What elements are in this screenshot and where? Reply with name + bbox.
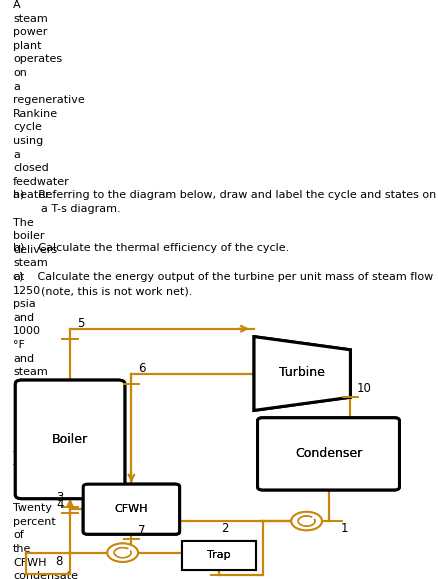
Text: Turbine: Turbine xyxy=(279,366,325,379)
Text: Condenser: Condenser xyxy=(295,448,362,460)
FancyBboxPatch shape xyxy=(182,541,256,570)
Text: Trap: Trap xyxy=(207,550,231,560)
Circle shape xyxy=(107,544,138,562)
Text: Boiler: Boiler xyxy=(52,433,88,446)
FancyBboxPatch shape xyxy=(83,484,180,534)
Text: 7: 7 xyxy=(138,524,145,537)
Text: CFWH: CFWH xyxy=(115,504,148,514)
Text: b)    Calculate the thermal efficiency of the cycle.: b) Calculate the thermal efficiency of t… xyxy=(13,243,290,253)
Text: a)    Referring to the diagram below, draw and label the cycle and states on
   : a) Referring to the diagram below, draw … xyxy=(13,190,436,214)
FancyBboxPatch shape xyxy=(258,418,399,490)
Circle shape xyxy=(291,512,322,530)
Text: 2: 2 xyxy=(221,522,229,536)
FancyBboxPatch shape xyxy=(182,541,256,570)
Text: 8: 8 xyxy=(55,555,62,568)
Text: 1: 1 xyxy=(341,522,348,536)
Text: Trap: Trap xyxy=(207,550,231,560)
Text: 6: 6 xyxy=(138,362,145,375)
Polygon shape xyxy=(254,336,350,411)
FancyBboxPatch shape xyxy=(258,418,399,490)
Text: Boiler: Boiler xyxy=(52,433,88,446)
Text: 10: 10 xyxy=(357,382,372,395)
FancyBboxPatch shape xyxy=(83,484,180,534)
Text: Turbine: Turbine xyxy=(279,366,325,379)
Text: A steam power plant operates on a regenerative Rankine cycle using a closed feed: A steam power plant operates on a regene… xyxy=(13,0,85,579)
Circle shape xyxy=(107,544,138,562)
Text: c)    Calculate the energy output of the turbine per unit mass of steam flow
   : c) Calculate the energy output of the tu… xyxy=(13,272,433,296)
Text: 4: 4 xyxy=(56,497,64,511)
FancyBboxPatch shape xyxy=(15,380,125,499)
Text: Condenser: Condenser xyxy=(295,448,362,460)
Text: 5: 5 xyxy=(77,317,84,330)
Polygon shape xyxy=(254,336,350,411)
FancyBboxPatch shape xyxy=(15,380,125,499)
Text: 3: 3 xyxy=(56,492,64,504)
Text: CFWH: CFWH xyxy=(115,504,148,514)
Circle shape xyxy=(291,512,322,530)
